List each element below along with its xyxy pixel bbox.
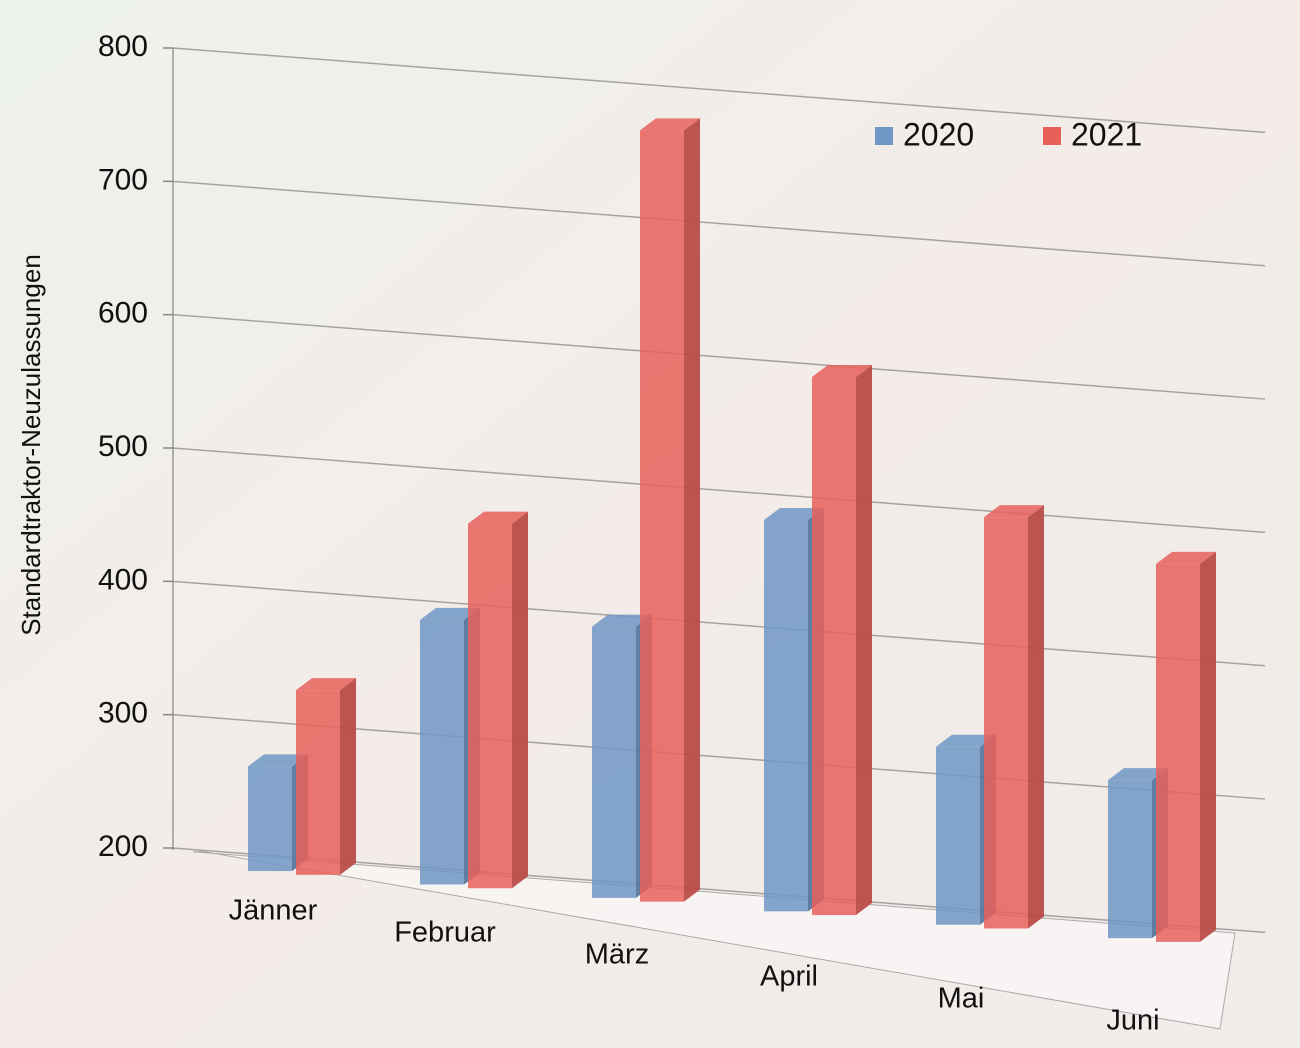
bar-top [984, 505, 1044, 518]
grid-line [172, 580, 1266, 667]
bar-side [684, 118, 700, 902]
bar-side [1200, 551, 1216, 942]
y-tick-label: 400 [98, 563, 148, 596]
y-axis-title: Standardtraktor-Neuzulassungen [16, 254, 46, 636]
x-tick-label: April [760, 961, 818, 993]
bar [812, 377, 856, 916]
bar-top [592, 614, 652, 627]
x-tick-label: Mai [938, 983, 985, 1015]
floor [192, 851, 1236, 1030]
legend-label: 2020 [903, 116, 974, 152]
bar [296, 690, 340, 875]
x-tick-label: Februar [394, 917, 496, 949]
bar-top [248, 754, 308, 767]
bar [764, 519, 808, 912]
bar [936, 746, 980, 925]
bar [1156, 563, 1200, 942]
grid-line [172, 313, 1266, 400]
y-tick-label: 600 [98, 297, 148, 330]
bar [984, 517, 1028, 929]
bar-top [812, 365, 872, 378]
grid-line [172, 47, 1266, 134]
x-tick-label: Jänner [229, 895, 318, 927]
bar-side [856, 365, 872, 916]
bar-top [468, 511, 528, 524]
bar [248, 766, 292, 872]
grid-line [172, 180, 1266, 267]
bar-top [936, 734, 996, 747]
bar-side [1028, 505, 1044, 929]
y-tick-label: 800 [98, 30, 148, 63]
bar-top [1156, 551, 1216, 564]
bar-side [340, 678, 356, 875]
y-tick-label: 500 [98, 430, 148, 463]
x-tick-label: März [585, 939, 649, 971]
bar [640, 130, 684, 902]
bar-side [512, 511, 528, 889]
bar-top [764, 507, 824, 520]
grid-line [172, 447, 1266, 534]
legend-label: 2021 [1071, 116, 1142, 152]
bar-top [1108, 768, 1168, 781]
bar [420, 619, 464, 885]
legend-swatch [1043, 127, 1061, 145]
legend-swatch [875, 127, 893, 145]
y-tick-label: 300 [98, 697, 148, 730]
bar [468, 523, 512, 889]
y-tick-label: 700 [98, 163, 148, 196]
y-tick-label: 200 [98, 830, 148, 863]
bar-top [420, 607, 480, 620]
bar-top [640, 118, 700, 131]
bar [1108, 780, 1152, 939]
x-tick-label: Juni [1106, 1005, 1159, 1037]
bar-top [296, 678, 356, 691]
bar [592, 626, 636, 898]
